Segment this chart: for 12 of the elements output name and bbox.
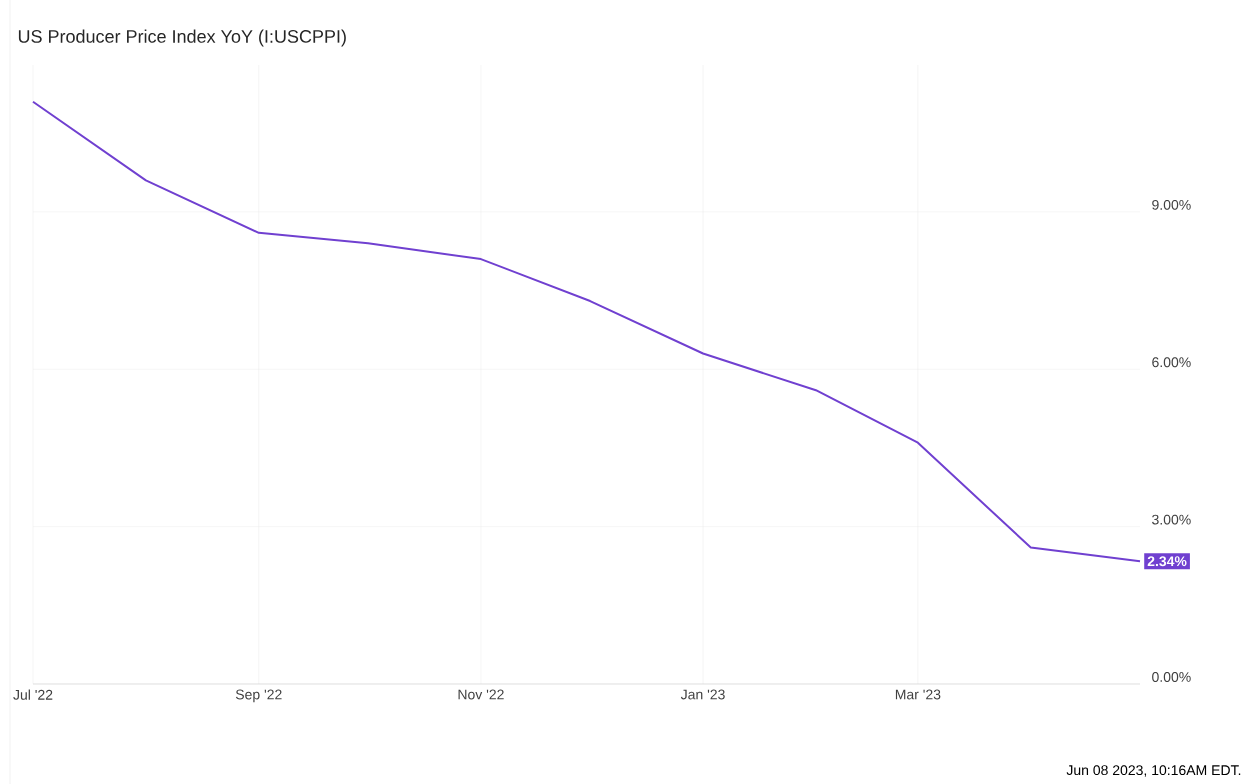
x-tick-label: Jul '22 xyxy=(13,689,53,700)
x-tick-label: Jan '23 xyxy=(680,689,725,700)
y-tick-label: 9.00% xyxy=(1152,199,1191,210)
chart-title: US Producer Price Index YoY (I:USCPPI) xyxy=(18,29,346,47)
y-tick-label: 0.00% xyxy=(1152,672,1191,682)
y-tick-label: 3.00% xyxy=(1152,514,1191,525)
x-tick-label: Sep '22 xyxy=(235,689,282,703)
x-tick-label: Nov '22 xyxy=(458,689,504,700)
x-tick-label: Mar '23 xyxy=(895,689,941,700)
data-label: 2.34% xyxy=(1147,556,1187,567)
y-tick-label: 6.00% xyxy=(1152,357,1191,368)
text: Jun 08 2023, 10:16AM EDT. xyxy=(1066,765,1241,777)
